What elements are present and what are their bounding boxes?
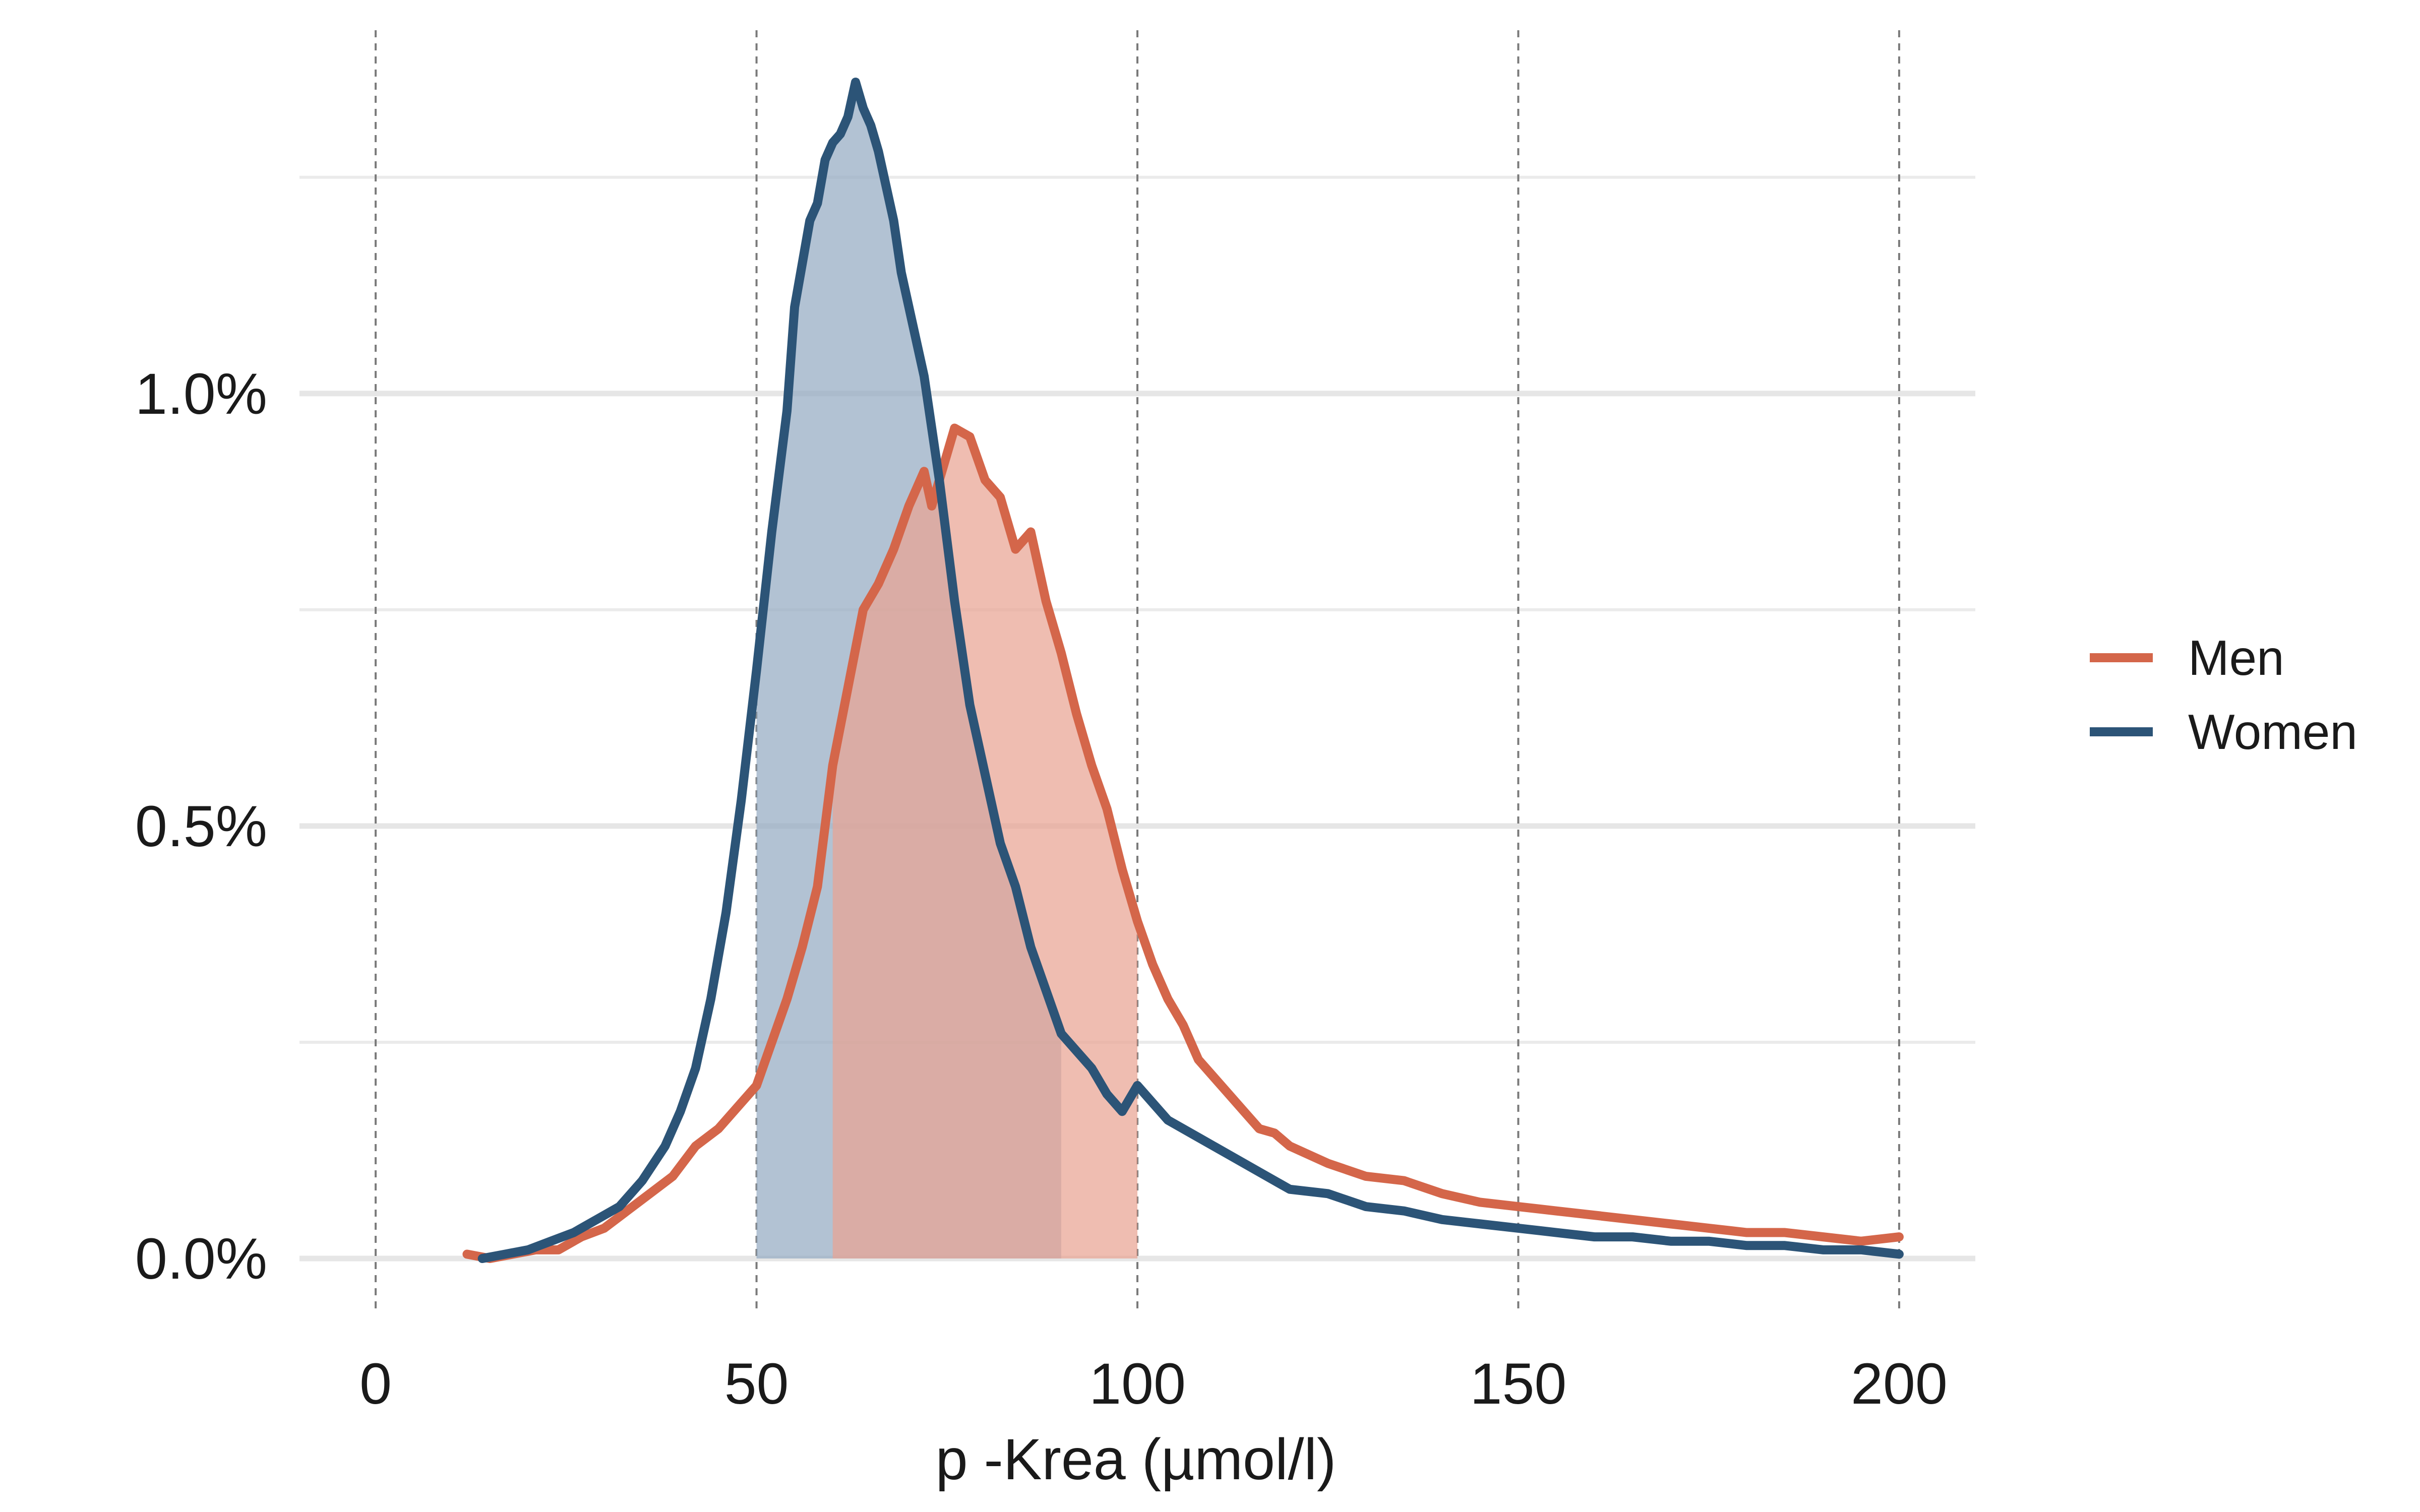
x-tick-label: 100 <box>1089 1352 1186 1416</box>
y-tick-label: 0.5% <box>135 794 267 859</box>
x-axis-tick-labels: 0 50 100 150 200 <box>359 1352 1948 1416</box>
legend-label-women: Women <box>2188 704 2357 760</box>
x-axis-title: p -Krea (µmol/l) <box>936 1427 1337 1492</box>
series-line-men <box>462 423 1904 1264</box>
series-line-women <box>477 77 1904 1264</box>
shaded-area-men <box>832 428 1137 1259</box>
y-tick-label: 0.0% <box>135 1227 267 1291</box>
y-tick-label: 1.0% <box>135 362 267 426</box>
density-lines <box>462 77 1904 1264</box>
x-tick-label: 200 <box>1851 1352 1948 1416</box>
x-tick-label: 50 <box>724 1352 789 1416</box>
x-tick-label: 150 <box>1470 1352 1567 1416</box>
legend-label-men: Men <box>2188 630 2284 685</box>
legend: Men Women <box>2090 630 2357 760</box>
shaded-areas <box>756 82 1137 1259</box>
y-axis-tick-labels: 0.0% 0.5% 1.0% <box>135 362 267 1291</box>
x-tick-label: 0 <box>359 1352 392 1416</box>
